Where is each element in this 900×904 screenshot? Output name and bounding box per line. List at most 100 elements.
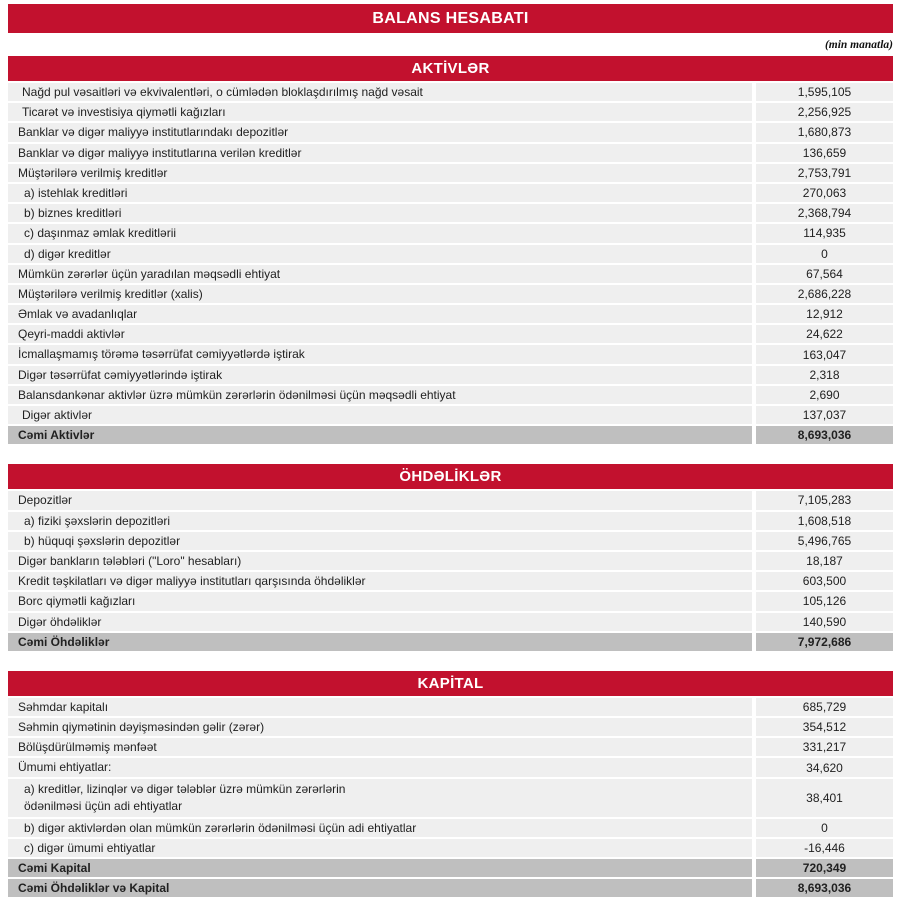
table-row: Balansdankənar aktivlər üzrə mümkün zərə… — [8, 385, 893, 404]
row-value: 136,659 — [756, 143, 893, 162]
row-label: Mümkün zərərlər üçün yaradılan məqsədli … — [8, 264, 752, 283]
table-row: a) kreditlər, lizinqlər və digər tələblə… — [8, 778, 893, 817]
row-label: Müştərilərə verilmiş kreditlər — [8, 163, 752, 182]
capital-rows: Səhmdar kapitalı 685,729 Səhmin qiymətinin… — [8, 697, 893, 898]
section-capital: KAPİTAL Səhmdar kapitalı 685,729 Səhmin qi… — [8, 670, 893, 898]
row-value: 7,105,283 — [756, 491, 893, 510]
row-value: 1,608,518 — [756, 511, 893, 530]
row-value: 270,063 — [756, 183, 893, 203]
row-value: 2,318 — [756, 365, 893, 384]
section-header-capital: KAPİTAL — [8, 670, 893, 696]
table-row: Digər aktivlər 137,037 — [8, 406, 893, 425]
table-row: Digər bankların tələbləri ("Loro" hesabl… — [8, 551, 893, 571]
table-row: Əmlak və avadanlıqlar 12,912 — [8, 305, 893, 324]
row-value: 2,690 — [756, 385, 893, 404]
total-row: Cəmi Öhdəliklər 7,972,686 — [8, 632, 893, 651]
row-label: Cəmi Öhdəliklər — [8, 632, 752, 651]
row-label: b) biznes kreditləri — [8, 204, 752, 223]
row-label: Cəmi Kapital — [8, 859, 752, 878]
row-value: 140,590 — [756, 612, 893, 631]
table-row: d) digər kreditlər 0 — [8, 244, 893, 263]
section-header-assets: AKTİVLƏR — [8, 56, 893, 81]
document-title: BALANS HESABATI — [8, 4, 893, 33]
row-value: 5,496,765 — [756, 531, 893, 550]
row-value: 354,512 — [756, 718, 893, 737]
table-row: Səhmin qiymətinin dəyişməsindən gəlir (z… — [8, 718, 893, 737]
row-label: Qeyri-maddi aktivlər — [8, 325, 752, 344]
row-value: 114,935 — [756, 224, 893, 243]
table-row: Qeyri-maddi aktivlər 24,622 — [8, 325, 893, 344]
row-value: 720,349 — [756, 859, 893, 878]
row-label: Digər təsərrüfat cəmiyyətlərində iştirak — [8, 365, 752, 384]
table-row: Banklar və digər maliyyə institutlarında… — [8, 123, 893, 142]
table-row: İcmallaşmamış törəmə təsərrüfat cəmiyyət… — [8, 345, 893, 364]
row-label: Digər öhdəliklər — [8, 612, 752, 631]
table-row: b) hüquqi şəxslərin depozitlər 5,496,765 — [8, 531, 893, 550]
row-label: Səhmdar kapitalı — [8, 697, 752, 717]
row-value: 2,368,794 — [756, 204, 893, 223]
unit-note: (min manatla) — [824, 39, 893, 51]
section-liabilities: ÖHDƏLİKLƏR Depozitlər 7,105,283 a) fiziki … — [8, 464, 893, 651]
row-label: Kredit təşkilatları və digər maliyyə ins… — [8, 572, 752, 591]
row-value: 331,217 — [756, 738, 893, 757]
liabilities-rows: Depozitlər 7,105,283 a) fiziki şəxslərin d… — [8, 491, 893, 651]
row-value: -16,446 — [756, 838, 893, 857]
row-label: Digər aktivlər — [8, 406, 752, 425]
total-row: Cəmi Öhdəliklər və Kapital 8,693,036 — [8, 879, 893, 898]
table-row: Nağd pul vəsaitləri və ekvivalentləri, o… — [8, 83, 893, 102]
table-row: Kredit təşkilatları və digər maliyyə ins… — [8, 572, 893, 591]
row-value: 603,500 — [756, 572, 893, 591]
row-label: Borc qiymətli kağızları — [8, 592, 752, 611]
table-row: Ticarət və investisiya qiymətli kağızlar… — [8, 103, 893, 122]
total-row: Cəmi Aktivlər 8,693,036 — [8, 426, 893, 445]
table-row: c) daşınmaz əmlak kreditlərii 114,935 — [8, 224, 893, 243]
row-value: 7,972,686 — [756, 632, 893, 651]
row-label: Cəmi Öhdəliklər və Kapital — [8, 879, 752, 898]
row-value: 1,595,105 — [756, 83, 893, 102]
row-label: Əmlak və avadanlıqlar — [8, 305, 752, 324]
assets-rows: Nağd pul vəsaitləri və ekvivalentləri, o… — [8, 83, 893, 445]
row-value: 0 — [756, 244, 893, 263]
row-label: Banklar və digər maliyyə institutlarına … — [8, 143, 752, 162]
table-row: b) digər aktivlərdən olan mümkün zərərlə… — [8, 818, 893, 837]
row-label: Cəmi Aktivlər — [8, 426, 752, 445]
table-row: Müştərilərə verilmiş kreditlər 2,753,791 — [8, 163, 893, 182]
table-row: Digər öhdəliklər 140,590 — [8, 612, 893, 631]
row-label: Bölüşdürülməmiş mənfəət — [8, 738, 752, 757]
table-row: Borc qiymətli kağızları 105,126 — [8, 592, 893, 611]
table-row: Banklar və digər maliyyə institutlarına … — [8, 143, 893, 162]
row-value: 38,401 — [756, 778, 893, 817]
row-label: a) istehlak kreditləri — [8, 183, 752, 203]
row-label: d) digər kreditlər — [8, 244, 752, 263]
row-value: 105,126 — [756, 592, 893, 611]
row-label: Səhmin qiymətinin dəyişməsindən gəlir (z… — [8, 718, 752, 737]
section-assets: AKTİVLƏR Nağd pul vəsaitləri və ekvivale… — [8, 56, 893, 445]
table-row: Səhmdar kapitalı 685,729 — [8, 697, 893, 717]
table-row: Müştərilərə verilmiş kreditlər (xalis) 2,… — [8, 284, 893, 304]
table-row: Digər təsərrüfat cəmiyyətlərində iştirak… — [8, 365, 893, 384]
total-row: Cəmi Kapital 720,349 — [8, 859, 893, 878]
table-row: Ümumi ehtiyatlar: 34,620 — [8, 758, 893, 777]
row-value: 0 — [756, 818, 893, 837]
row-value: 2,753,791 — [756, 163, 893, 182]
row-value: 18,187 — [756, 551, 893, 571]
row-label: c) digər ümumi ehtiyatlar — [8, 838, 752, 857]
row-value: 12,912 — [756, 305, 893, 324]
row-value: 8,693,036 — [756, 879, 893, 898]
section-header-liabilities: ÖHDƏLİKLƏR — [8, 464, 893, 490]
row-label: b) digər aktivlərdən olan mümkün zərərlə… — [8, 818, 752, 837]
table-row: Mümkün zərərlər üçün yaradılan məqsədli … — [8, 264, 893, 283]
row-label: Ticarət və investisiya qiymətli kağızlar… — [8, 103, 752, 122]
row-value: 163,047 — [756, 345, 893, 364]
row-label: Balansdankənar aktivlər üzrə mümkün zərə… — [8, 385, 752, 404]
row-label: a) fiziki şəxslərin depozitləri — [8, 511, 752, 530]
row-label: Digər bankların tələbləri ("Loro" hesabl… — [8, 551, 752, 571]
row-label: Banklar və digər maliyyə institutlarında… — [8, 123, 752, 142]
row-label: a) kreditlər, lizinqlər və digər tələblə… — [8, 778, 752, 817]
row-label: Nağd pul vəsaitləri və ekvivalentləri, o… — [8, 83, 752, 102]
table-row: a) istehlak kreditləri 270,063 — [8, 183, 893, 203]
row-label: İcmallaşmamış törəmə təsərrüfat cəmiyyət… — [8, 345, 752, 364]
row-value: 34,620 — [756, 758, 893, 777]
row-value: 2,256,925 — [756, 103, 893, 122]
